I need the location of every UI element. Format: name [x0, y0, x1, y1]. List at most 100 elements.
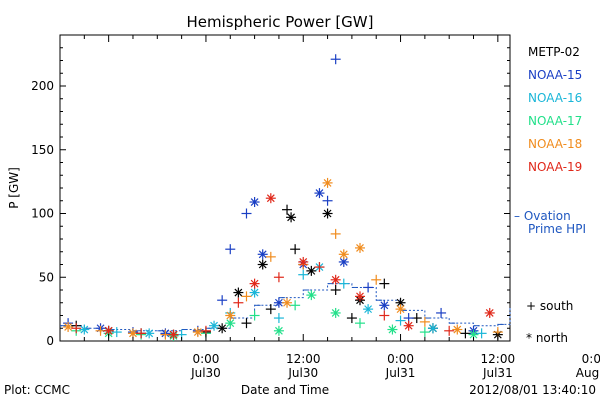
north-point — [322, 177, 333, 188]
x-tick-label-time: 12:00 — [481, 352, 516, 366]
north-point — [225, 310, 236, 321]
marker-stroke — [80, 325, 89, 334]
marker-stroke — [469, 330, 478, 339]
south-point — [330, 285, 341, 295]
south-point — [476, 328, 487, 339]
marker-stroke — [145, 329, 154, 338]
y-tick-label: 200 — [31, 79, 54, 93]
north-point — [338, 249, 349, 260]
y-tick-label: 150 — [31, 143, 54, 157]
y-tick-label: 100 — [31, 207, 54, 221]
north-point — [233, 287, 244, 298]
north-point — [257, 249, 268, 260]
south-point — [241, 318, 252, 329]
marker-stroke — [331, 309, 340, 317]
south-point — [444, 325, 455, 336]
north-point — [265, 193, 276, 204]
marker-stroke — [396, 305, 405, 314]
marker-stroke — [234, 288, 243, 297]
x-tick-label-date: Jul31 — [385, 366, 416, 380]
south-point — [330, 228, 341, 239]
marker-stroke — [287, 213, 296, 222]
chart-title: Hemispheric Power [GW] — [187, 13, 374, 31]
north-point — [395, 304, 406, 315]
marker-stroke — [429, 324, 437, 333]
north-point — [144, 328, 155, 339]
marker-stroke — [226, 311, 235, 320]
south-point — [314, 262, 325, 273]
south-point — [355, 318, 365, 329]
legend-satellite-noaa-17: NOAA-17 — [528, 114, 582, 128]
north-point — [306, 290, 317, 301]
south-point — [371, 274, 382, 285]
marker-stroke — [356, 292, 364, 301]
marker-stroke — [274, 298, 283, 307]
legend-satellite-noaa-19: NOAA-19 — [528, 160, 582, 174]
legend: METP-02 NOAA-15 NOAA-16 NOAA-17 NOAA-18 NOAA-… — [514, 45, 586, 345]
north-point — [282, 297, 293, 308]
legend-marker-south: + south — [526, 299, 573, 313]
south-point — [298, 269, 309, 280]
plot-credit: Plot: CCMC — [4, 383, 70, 397]
marker-stroke — [339, 258, 348, 266]
north-point — [387, 324, 398, 335]
legend-marker-north: * north — [526, 331, 568, 345]
north-point — [249, 197, 260, 208]
south-point — [290, 300, 301, 311]
y-tick-label: 50 — [39, 270, 54, 284]
south-point — [233, 297, 244, 308]
south-point — [379, 278, 390, 289]
north-point — [168, 329, 179, 340]
south-point — [322, 195, 333, 206]
ovation-hpi-line — [60, 283, 511, 332]
north-point — [314, 188, 325, 199]
north-point — [306, 265, 317, 276]
y-axis-label: P [GW] — [7, 167, 21, 209]
marker-stroke — [250, 279, 259, 288]
south-point — [265, 251, 276, 262]
north-point — [209, 320, 220, 331]
x-tick-label-date: Jul30 — [287, 366, 318, 380]
marker-stroke — [250, 198, 259, 206]
marker-stroke — [307, 266, 316, 275]
legend-model-label-2: Prime HPI — [528, 222, 586, 236]
x-tick-label-date: Aug. 1 — [576, 366, 600, 380]
y-axis: 0 50 100 150 200 — [31, 47, 510, 348]
marker-stroke — [104, 326, 113, 335]
north-point — [452, 324, 463, 335]
south-point — [460, 328, 471, 339]
marker-stroke — [331, 275, 340, 284]
south-point — [273, 272, 284, 283]
x-tick-label-time: 12:00 — [286, 352, 321, 366]
marker-stroke — [315, 189, 324, 198]
south-point — [111, 327, 122, 338]
north-point — [298, 256, 309, 267]
north-point — [427, 323, 438, 334]
marker-stroke — [64, 323, 73, 331]
south-point — [136, 328, 147, 339]
south-point — [379, 310, 390, 321]
south-point — [363, 282, 374, 293]
north-point — [330, 274, 341, 285]
marker-stroke — [323, 209, 332, 218]
south-point — [338, 278, 349, 289]
south-point — [225, 244, 236, 255]
marker-stroke — [388, 325, 397, 334]
marker-stroke — [307, 291, 316, 300]
marker-stroke — [453, 325, 462, 334]
south-point — [282, 204, 293, 215]
marker-stroke — [299, 258, 308, 266]
marker-stroke — [266, 194, 275, 203]
south-point — [346, 313, 357, 324]
marker-stroke — [258, 250, 267, 259]
legend-satellite-noaa-15: NOAA-15 — [528, 68, 582, 82]
legend-satellite-noaa-16: NOAA-16 — [528, 91, 582, 105]
marker-stroke — [129, 329, 137, 338]
x-tick-label-time: 0:00 — [192, 352, 219, 366]
north-point — [257, 259, 268, 270]
south-point — [249, 310, 260, 321]
marker-stroke — [258, 260, 267, 269]
marker-stroke — [274, 326, 283, 335]
south-point — [419, 316, 430, 327]
